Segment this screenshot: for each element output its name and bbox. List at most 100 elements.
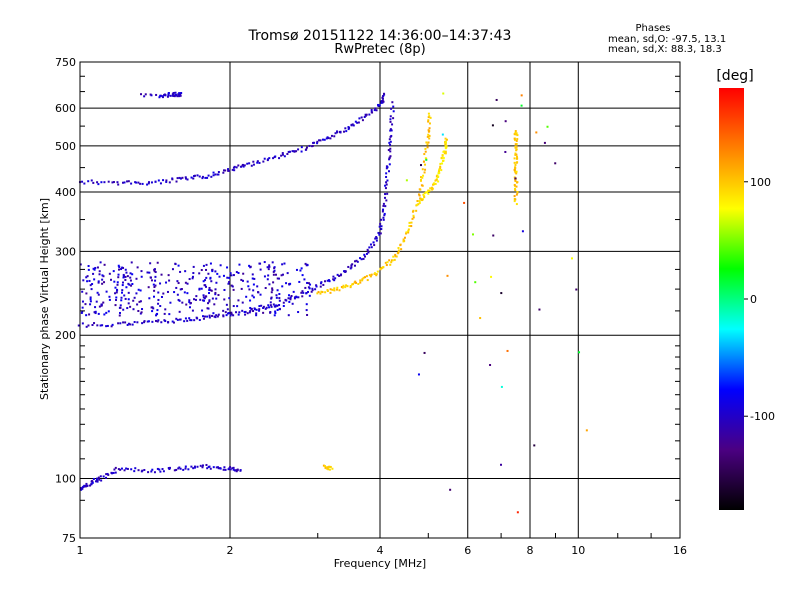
data-point	[120, 296, 123, 299]
data-point	[305, 146, 308, 149]
data-point	[322, 464, 325, 467]
data-point	[124, 321, 127, 324]
data-point	[208, 316, 211, 319]
data-point	[90, 288, 93, 291]
data-point	[101, 274, 104, 277]
data-point	[575, 288, 578, 291]
data-point	[345, 130, 348, 133]
x-tick-label: 4	[377, 544, 384, 557]
data-point	[85, 276, 88, 279]
data-point	[107, 310, 110, 313]
data-point	[92, 272, 95, 275]
data-point	[210, 280, 213, 283]
data-point	[298, 280, 301, 283]
data-point	[287, 150, 290, 153]
data-point	[85, 314, 88, 317]
data-point	[258, 262, 261, 265]
data-point	[181, 176, 184, 179]
data-point	[204, 295, 207, 298]
data-point	[232, 305, 235, 308]
data-point	[445, 145, 448, 148]
data-point	[127, 291, 130, 294]
data-point	[308, 287, 311, 290]
data-point	[139, 182, 142, 185]
data-point	[236, 305, 239, 308]
data-point	[184, 270, 187, 273]
data-point	[327, 137, 330, 140]
data-point	[380, 225, 383, 228]
data-point	[334, 277, 337, 280]
data-point	[227, 168, 230, 171]
data-point	[116, 181, 119, 184]
data-point	[375, 236, 378, 239]
data-point	[105, 290, 108, 293]
data-point	[378, 233, 381, 236]
data-point	[157, 298, 160, 301]
data-point	[387, 170, 390, 173]
data-point	[79, 487, 82, 490]
data-point	[176, 318, 179, 321]
data-point	[424, 163, 427, 166]
data-point	[318, 139, 321, 142]
data-point	[215, 314, 218, 317]
data-point	[320, 290, 323, 293]
data-point	[215, 466, 218, 469]
data-point	[514, 163, 517, 166]
data-point	[326, 279, 329, 282]
data-point	[375, 273, 378, 276]
data-point	[111, 181, 114, 184]
data-point	[232, 468, 235, 471]
data-point	[179, 94, 182, 97]
data-point	[377, 103, 380, 106]
data-point	[96, 324, 99, 327]
data-point	[513, 195, 516, 198]
data-point	[154, 279, 157, 282]
data-point	[146, 320, 149, 323]
data-point	[267, 274, 270, 277]
data-point	[363, 115, 366, 118]
data-point	[463, 201, 466, 204]
data-point	[176, 293, 179, 296]
data-point	[288, 300, 291, 303]
data-point	[515, 203, 518, 206]
data-point	[114, 292, 117, 295]
data-point	[140, 93, 143, 96]
data-point	[149, 262, 152, 265]
data-point	[441, 154, 444, 157]
data-point	[359, 257, 362, 260]
data-point	[516, 190, 519, 193]
colorbar-tick-label: 0	[750, 293, 757, 306]
data-point	[119, 468, 122, 471]
data-point	[214, 316, 217, 319]
data-point	[89, 296, 92, 299]
data-point	[351, 263, 354, 266]
data-point	[141, 182, 144, 185]
data-point	[129, 323, 132, 326]
data-point	[228, 276, 231, 279]
data-point	[268, 283, 271, 286]
data-point	[319, 292, 322, 295]
x-tick-label: 1	[77, 544, 84, 557]
data-point	[205, 268, 208, 271]
data-point	[321, 291, 324, 294]
data-point	[429, 116, 432, 119]
data-point	[136, 321, 139, 324]
data-point	[201, 309, 204, 312]
data-point	[363, 253, 366, 256]
data-point	[245, 295, 248, 298]
data-point	[84, 484, 87, 487]
data-point	[122, 273, 125, 276]
data-point	[322, 138, 325, 141]
data-point	[250, 164, 253, 167]
data-point	[304, 262, 307, 265]
data-point	[124, 278, 127, 281]
data-point	[423, 351, 426, 354]
data-point	[373, 272, 376, 275]
data-point	[112, 181, 115, 184]
data-point	[438, 168, 441, 171]
data-point	[199, 464, 202, 467]
data-point	[293, 296, 296, 299]
data-point	[395, 255, 398, 258]
data-point	[316, 142, 319, 145]
data-point	[148, 181, 151, 184]
